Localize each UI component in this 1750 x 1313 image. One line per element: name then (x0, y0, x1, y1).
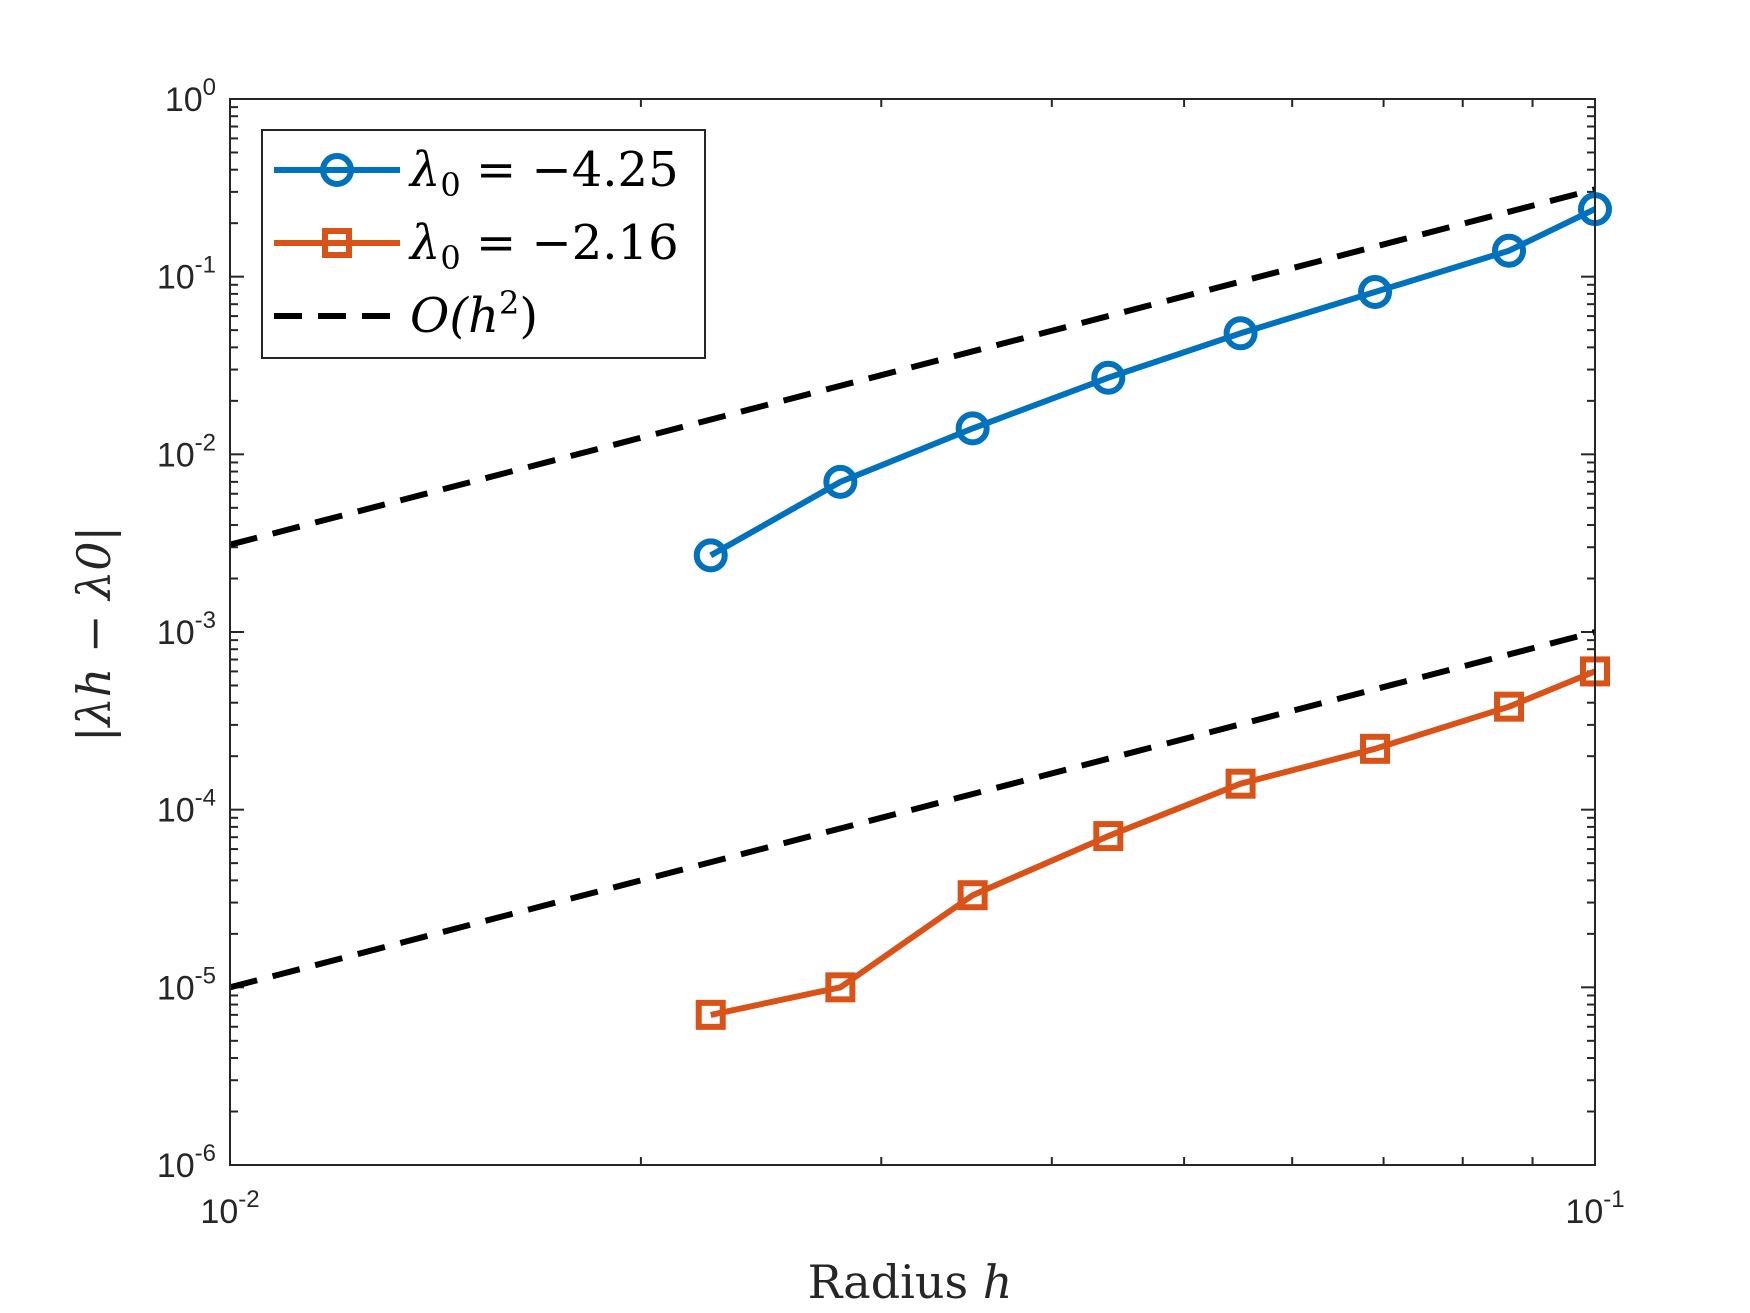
legend-entry-series-2: λ0 = −2.16 (274, 215, 679, 277)
y-tick-label: 10-4 (157, 785, 216, 830)
x-tick-label-base: 10 (1565, 1193, 1603, 1231)
y-tick-label-exp: -2 (195, 429, 216, 456)
series-line-1 (709, 206, 1597, 559)
y-tick-label-exp: -3 (195, 607, 216, 634)
x-tick-label-exp: -1 (1603, 1186, 1624, 1213)
x-tick-label-exp: -2 (238, 1186, 259, 1213)
y-tick-label-base: 10 (157, 792, 195, 830)
y-tick-label: 10-3 (157, 607, 216, 652)
series-2 (695, 656, 1610, 1030)
y-tick-label: 100 (165, 74, 216, 119)
y-tick-label-exp: -5 (195, 962, 216, 989)
x-axis-label-text: Radius (808, 1255, 983, 1309)
legend-label-series-2: λ0 = −2.16 (408, 215, 679, 277)
data-point (1225, 768, 1256, 799)
y-tick-label: 10-5 (157, 962, 216, 1007)
data-point (1358, 274, 1393, 309)
y-tick-label-base: 10 (157, 1147, 195, 1185)
legend-label-series-1: λ0 = −4.25 (408, 142, 679, 204)
x-tick-label: 10-2 (200, 1186, 259, 1231)
data-point (1494, 691, 1525, 722)
data-point (1091, 360, 1126, 395)
y-tick-label-base: 10 (157, 436, 195, 474)
axes-box (229, 98, 1596, 1166)
data-point (695, 999, 726, 1030)
y-tick-label-exp: 0 (203, 74, 216, 101)
data-point (957, 880, 988, 911)
series-line-2 (710, 668, 1597, 1018)
y-axis-label: |λh − λ0| (67, 526, 121, 742)
y-tick-label-base: 10 (157, 969, 195, 1007)
reference-lines (229, 186, 1596, 991)
x-axis-label-var: h (983, 1255, 1013, 1309)
y-tick-label-exp: -4 (195, 785, 216, 812)
y-tick-label: 10-6 (157, 1140, 216, 1185)
legend-entry-series-1: λ0 = −4.25 (274, 142, 679, 204)
data-point (955, 411, 990, 446)
y-tick-label: 10-2 (157, 429, 216, 474)
y-tick-label-exp: -6 (195, 1140, 216, 1167)
y-tick-label: 10-1 (157, 252, 216, 297)
data-point (693, 538, 728, 573)
data-point (1492, 233, 1527, 268)
x-tick-label: 10-1 (1565, 1186, 1624, 1231)
x-axis-label: Radius h (808, 1255, 1013, 1309)
legend: λ0 = −4.25 λ0 = −2.16 O(h2) (261, 129, 706, 359)
data-point (1223, 316, 1258, 351)
data-point (825, 972, 856, 1003)
legend-entry-reference: O(h2) (274, 284, 538, 344)
legend-marker-series-2 (322, 228, 352, 258)
legend-label-reference: O(h2) (410, 284, 538, 344)
y-tick-label-base: 10 (165, 81, 203, 119)
data-point (823, 464, 858, 499)
y-tick-label-base: 10 (157, 259, 195, 297)
y-tick-label-exp: -1 (195, 252, 216, 279)
x-tick-label-base: 10 (200, 1193, 238, 1231)
legend-marker-series-1 (320, 153, 354, 187)
reference-line-2 (229, 629, 1596, 991)
reference-line-1 (229, 186, 1596, 548)
y-tick-label-base: 10 (157, 614, 195, 652)
data-point (1360, 733, 1391, 764)
data-point (1093, 821, 1124, 852)
